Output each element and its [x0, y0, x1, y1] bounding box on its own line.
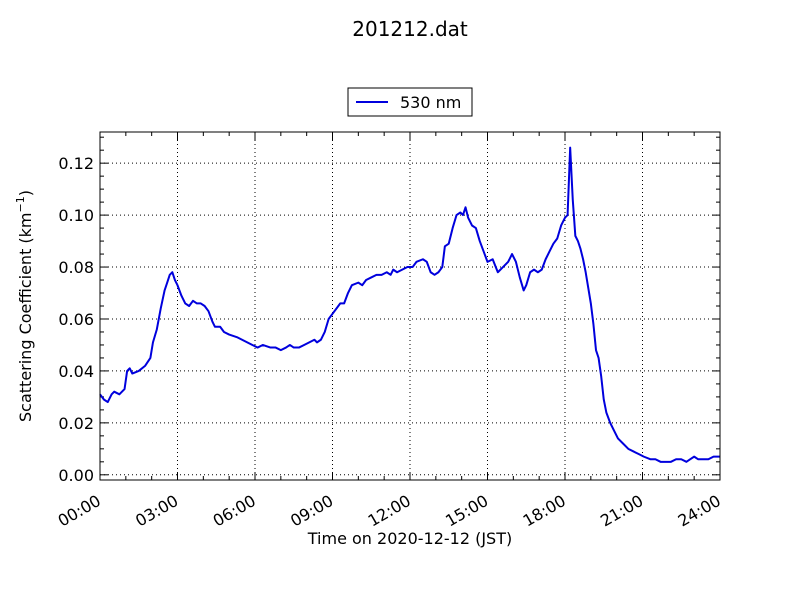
grid-lines [99, 132, 721, 480]
x-axis-label: Time on 2020-12-12 (JST) [307, 529, 512, 548]
y-axis-label: Scattering Coefficient (km−1) [14, 190, 35, 422]
series-lines [99, 146, 720, 463]
y-tick-label: 0.08 [58, 258, 94, 277]
y-axis-label-sup: −1 [14, 196, 27, 212]
y-axis-label-main: Scattering Coefficient (km [16, 212, 35, 422]
series-line-0 [99, 146, 720, 463]
legend-label: 530 nm [400, 93, 461, 112]
y-tick-label: 0.00 [58, 466, 94, 485]
plot-area-frame [99, 131, 721, 481]
legend: 530 nm [347, 87, 473, 117]
y-tick-label: 0.06 [58, 310, 94, 329]
y-tick-label: 0.10 [58, 206, 94, 225]
y-tick-label: 0.02 [58, 414, 94, 433]
y-axis-label-suffix: ) [16, 190, 35, 196]
y-tick-labels: 0.00 0.02 0.04 0.06 0.08 0.10 0.12 [58, 154, 94, 485]
chart-title: 201212.dat [352, 17, 468, 41]
y-tick-label: 0.12 [58, 154, 94, 173]
y-tick-label: 0.04 [58, 362, 94, 381]
